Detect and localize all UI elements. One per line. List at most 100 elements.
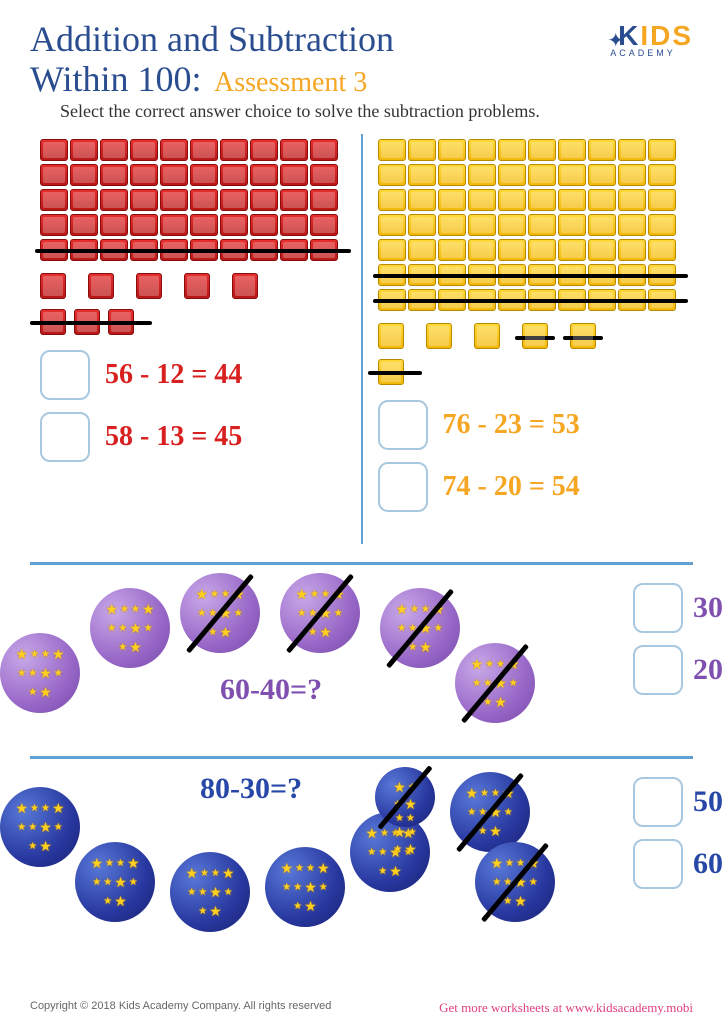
block xyxy=(498,189,526,211)
block xyxy=(648,139,676,161)
star-icon: ★ xyxy=(103,877,112,888)
block xyxy=(558,139,586,161)
answer-checkbox[interactable] xyxy=(40,350,90,400)
block xyxy=(498,214,526,236)
block xyxy=(100,189,128,211)
answer-checkbox[interactable] xyxy=(40,412,90,462)
panel-left: 56 - 12 = 4458 - 13 = 45 xyxy=(30,134,356,554)
star-icon: ★ xyxy=(92,877,101,888)
star-icon: ★ xyxy=(17,668,26,679)
star-ball: ★★★★★★★★★★ xyxy=(450,772,530,852)
star-icon: ★ xyxy=(209,884,222,901)
horizontal-divider-1 xyxy=(30,562,693,565)
star-icon: ★ xyxy=(306,863,315,874)
block-row xyxy=(378,189,684,211)
loose-row xyxy=(40,273,346,299)
star-icon: ★ xyxy=(505,858,514,869)
block xyxy=(468,139,496,161)
star-icon: ★ xyxy=(114,874,127,891)
instruction: Select the correct answer choice to solv… xyxy=(0,99,723,134)
star-icon: ★ xyxy=(114,893,127,910)
star-icon: ★ xyxy=(304,898,317,915)
star-icon: ★ xyxy=(210,589,219,600)
loose-row xyxy=(378,323,684,349)
block xyxy=(498,164,526,186)
star-icon: ★ xyxy=(378,847,387,858)
block xyxy=(588,189,616,211)
star-ball: ★★★★★★★★★★ xyxy=(280,573,360,653)
star-icon: ★ xyxy=(472,678,481,689)
option-row: 30 xyxy=(633,583,723,633)
star-icon: ★ xyxy=(15,646,28,663)
block xyxy=(190,164,218,186)
star-icon: ★ xyxy=(129,877,138,888)
star-icon: ★ xyxy=(195,586,208,603)
strike-line xyxy=(30,321,152,325)
block xyxy=(474,323,500,349)
star-icon: ★ xyxy=(434,623,443,634)
block xyxy=(468,239,496,261)
block xyxy=(280,139,308,161)
option-checkbox[interactable] xyxy=(633,777,683,827)
block xyxy=(70,164,98,186)
star-ball: ★★★★★★★★★★ xyxy=(380,588,460,668)
star-icon: ★ xyxy=(408,827,417,838)
block xyxy=(408,239,436,261)
option-checkbox[interactable] xyxy=(633,583,683,633)
block xyxy=(100,164,128,186)
option-row: 50 xyxy=(633,777,723,827)
block xyxy=(378,189,406,211)
star-icon: ★ xyxy=(514,893,527,910)
block xyxy=(648,239,676,261)
star-icon: ★ xyxy=(142,601,155,618)
star-icon: ★ xyxy=(52,646,65,663)
answer-checkbox[interactable] xyxy=(378,462,428,512)
star-icon: ★ xyxy=(234,608,243,619)
block xyxy=(184,273,210,299)
star-icon: ★ xyxy=(211,868,220,879)
star-ball: ★★★★★★★★★★ xyxy=(75,842,155,922)
star-icon: ★ xyxy=(198,906,207,917)
star-icon: ★ xyxy=(28,822,37,833)
question-1: ★★★★★★★★★★★★★★★★★★★★★★★★★★★★★★★★★★★★★★★★… xyxy=(0,573,723,748)
block xyxy=(280,189,308,211)
star-icon: ★ xyxy=(200,868,209,879)
question-2: ★★★★★★★★★★★★★★★★★★★★★★★★★★★★★★★★★★★★★★★★… xyxy=(0,767,723,942)
block xyxy=(130,164,158,186)
star-icon: ★ xyxy=(406,813,415,824)
block xyxy=(130,214,158,236)
block xyxy=(522,323,548,349)
logo-k: K xyxy=(618,20,640,51)
block xyxy=(220,139,248,161)
star-icon: ★ xyxy=(297,608,306,619)
option-number: 50 xyxy=(693,785,723,819)
star-icon: ★ xyxy=(222,865,235,882)
block xyxy=(498,139,526,161)
block xyxy=(468,214,496,236)
star-icon: ★ xyxy=(209,903,222,920)
strike-line xyxy=(373,299,689,303)
star-icon: ★ xyxy=(480,788,489,799)
option-checkbox[interactable] xyxy=(633,839,683,889)
answer-checkbox[interactable] xyxy=(378,400,428,450)
star-icon: ★ xyxy=(295,586,308,603)
block xyxy=(378,214,406,236)
strike-line xyxy=(373,274,689,278)
block xyxy=(160,214,188,236)
star-icon: ★ xyxy=(465,785,478,802)
star-icon: ★ xyxy=(490,855,503,872)
star-ball: ★★★★★★★★★★ xyxy=(475,842,555,922)
horizontal-divider-2 xyxy=(30,756,693,759)
star-icon: ★ xyxy=(304,879,317,896)
star-icon: ★ xyxy=(224,887,233,898)
star-icon: ★ xyxy=(30,803,39,814)
block xyxy=(588,139,616,161)
answer-row: 74 - 20 = 54 xyxy=(378,462,684,512)
block-row xyxy=(378,139,684,161)
block xyxy=(618,164,646,186)
star-icon: ★ xyxy=(39,665,52,682)
answer-row: 56 - 12 = 44 xyxy=(40,350,346,400)
panel-right: 76 - 23 = 5374 - 20 = 54 xyxy=(368,134,694,554)
option-checkbox[interactable] xyxy=(633,645,683,695)
block xyxy=(70,139,98,161)
